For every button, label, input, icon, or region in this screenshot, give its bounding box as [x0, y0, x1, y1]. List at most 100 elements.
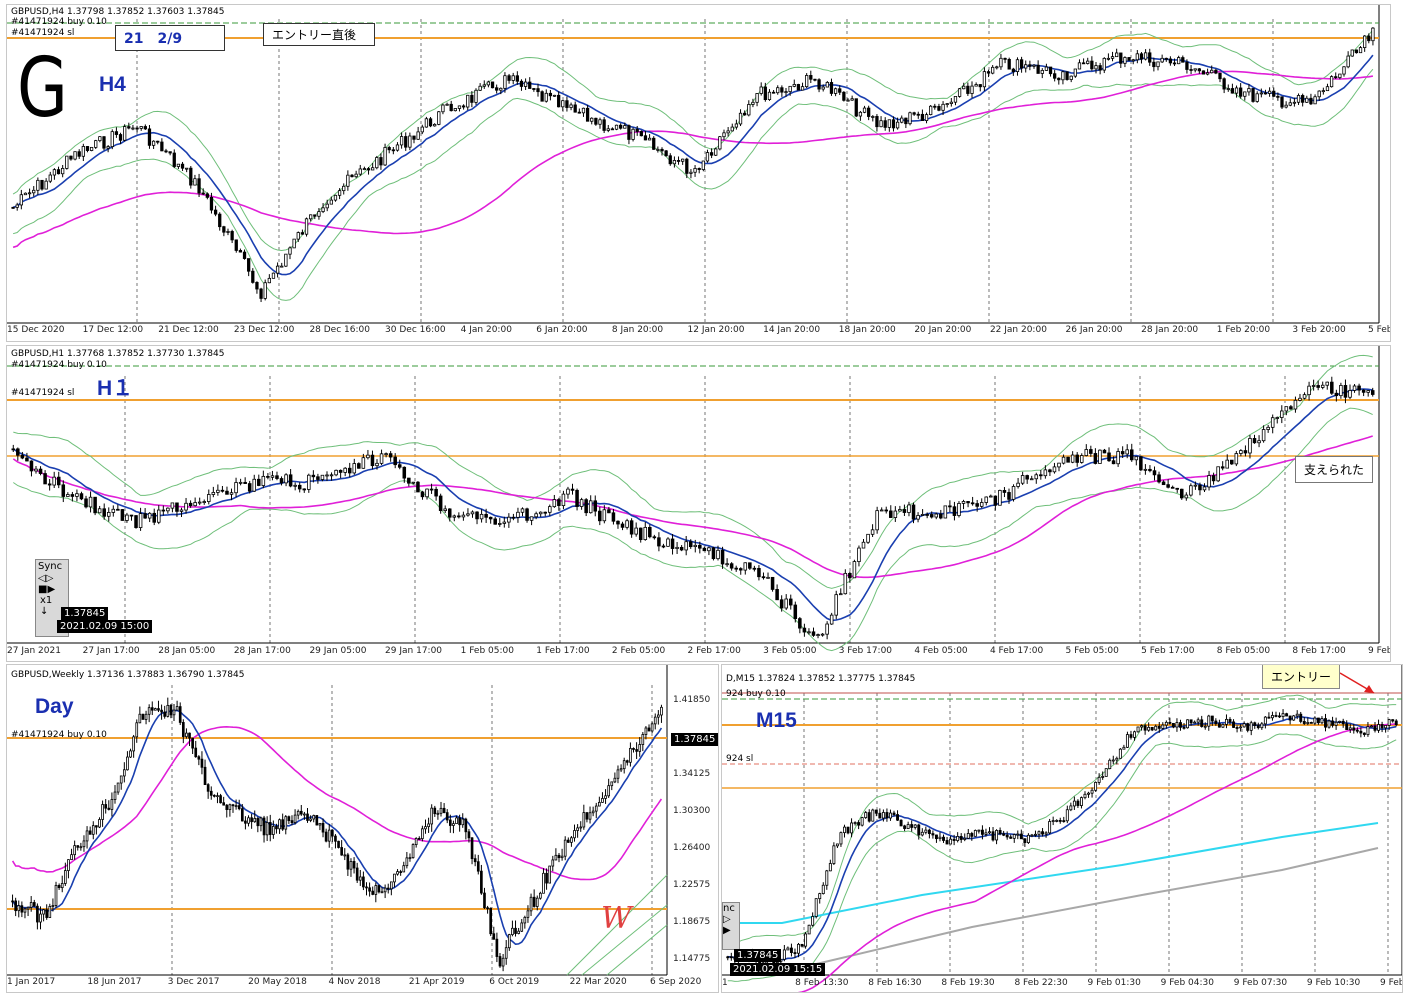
price-axis-label: 1.22575	[673, 880, 711, 890]
time-axis-label: 9 Feb 10:30	[1306, 978, 1361, 988]
candle-body	[1203, 725, 1207, 728]
candle-body	[573, 830, 576, 839]
candle-body	[29, 460, 34, 472]
candle-body	[1259, 92, 1263, 95]
candle-body	[1307, 385, 1311, 396]
candle-body	[891, 119, 896, 129]
candle-body	[927, 829, 931, 834]
time-axis-label: 1 Feb 17:00	[536, 646, 590, 656]
candle-body	[11, 448, 16, 451]
candle-body	[143, 126, 147, 130]
m15-chart-canvas[interactable]	[722, 665, 1402, 992]
candle-body	[36, 179, 40, 191]
candle-body	[884, 509, 888, 512]
candle-body	[539, 892, 542, 899]
candle-body	[602, 119, 606, 131]
candle-body	[175, 502, 179, 512]
candle-body	[70, 854, 73, 861]
weekly-chart-canvas[interactable]	[7, 665, 718, 992]
candle-body	[209, 196, 214, 211]
h1-chart-canvas[interactable]	[7, 346, 1390, 661]
candle-body	[88, 830, 92, 835]
candle-body	[43, 473, 47, 485]
candle-body	[61, 484, 66, 497]
candle-body	[438, 495, 443, 511]
candle-body	[1207, 715, 1211, 727]
candle-body	[1177, 57, 1181, 65]
m15-side-play-icon[interactable]: ▶	[723, 925, 731, 936]
candle-body	[693, 544, 698, 548]
candle-body	[11, 900, 14, 903]
candle-body	[203, 766, 207, 786]
candle-body	[1184, 494, 1189, 499]
candle-body	[776, 87, 780, 94]
time-axis-label: 9 Feb 04:30	[1160, 978, 1214, 988]
time-axis-label: 3 Feb 20:00	[1292, 325, 1346, 335]
candle-body	[974, 84, 978, 87]
candle-body	[73, 151, 77, 160]
candle-body	[1090, 789, 1094, 794]
candle-body	[784, 598, 788, 609]
candle-body	[610, 781, 614, 787]
sync-play-icon[interactable]: ■▶	[38, 584, 56, 595]
h4-chart-canvas[interactable]	[7, 5, 1390, 341]
candle-body	[436, 812, 440, 815]
candle-body	[168, 151, 172, 154]
sync-zoom-label[interactable]: x1	[40, 595, 53, 606]
candle-body	[11, 206, 15, 209]
candle-body	[511, 75, 515, 81]
candle-body	[1309, 97, 1313, 105]
h1-chart-panel[interactable]: GBPUSD,H1 1.37768 1.37852 1.37730 1.3784…	[6, 345, 1391, 662]
sync-down-icon[interactable]: ↓	[40, 606, 49, 617]
candle-body	[881, 812, 885, 819]
h4-chart-panel[interactable]: GBPUSD,H4 1.37798 1.37852 1.37603 1.3784…	[6, 4, 1391, 342]
candle-body	[825, 82, 829, 88]
candle-body	[846, 826, 850, 834]
candle-body	[434, 488, 438, 497]
sync-arrows-icon[interactable]: ◁▷	[38, 573, 54, 584]
candle-body	[1073, 68, 1077, 77]
candle-body	[566, 488, 570, 495]
candle-body	[635, 128, 639, 132]
m15-side-control[interactable]: nc ▷ ▶	[722, 902, 740, 950]
candle-body	[797, 943, 800, 954]
candle-body	[377, 885, 381, 893]
candle-body	[779, 599, 784, 609]
candle-body	[1171, 722, 1175, 728]
candle-body	[23, 192, 28, 196]
candle-body	[495, 938, 499, 957]
candle-body	[288, 474, 293, 487]
candle-body	[679, 546, 684, 551]
candle-body	[1016, 482, 1020, 487]
candle-body	[966, 833, 970, 839]
candle-body	[1367, 35, 1371, 42]
candle-body	[652, 536, 657, 539]
candle-body	[337, 840, 340, 848]
candle-body	[127, 126, 131, 129]
candle-body	[650, 723, 654, 732]
candle-body	[1065, 809, 1069, 822]
candle-body	[482, 84, 486, 87]
m15-chart-panel[interactable]: D,M15 1.37824 1.37852 1.37775 1.37845 92…	[721, 664, 1403, 993]
candle-body	[590, 117, 594, 122]
candle-body	[629, 520, 634, 535]
candle-body	[1116, 451, 1120, 465]
candle-body	[593, 500, 598, 512]
candle-body	[1175, 487, 1179, 490]
candle-body	[816, 634, 820, 636]
candle-body	[251, 270, 255, 283]
candle-body	[476, 861, 480, 872]
candle-body	[1267, 90, 1272, 94]
candle-body	[54, 884, 58, 906]
m15-side-arrow-icon[interactable]: ▷	[723, 914, 731, 925]
weekly-chart-panel[interactable]: GBPUSD,Weekly 1.37136 1.37883 1.36790 1.…	[6, 664, 719, 993]
candle-body	[1051, 820, 1055, 823]
candle-body	[529, 896, 533, 912]
candle-body	[1007, 492, 1011, 500]
candle-body	[924, 829, 928, 833]
candle-body	[551, 859, 555, 867]
candle-body	[767, 91, 772, 100]
candle-body	[32, 902, 36, 907]
candle-body	[26, 906, 30, 910]
candle-body	[1313, 96, 1317, 105]
